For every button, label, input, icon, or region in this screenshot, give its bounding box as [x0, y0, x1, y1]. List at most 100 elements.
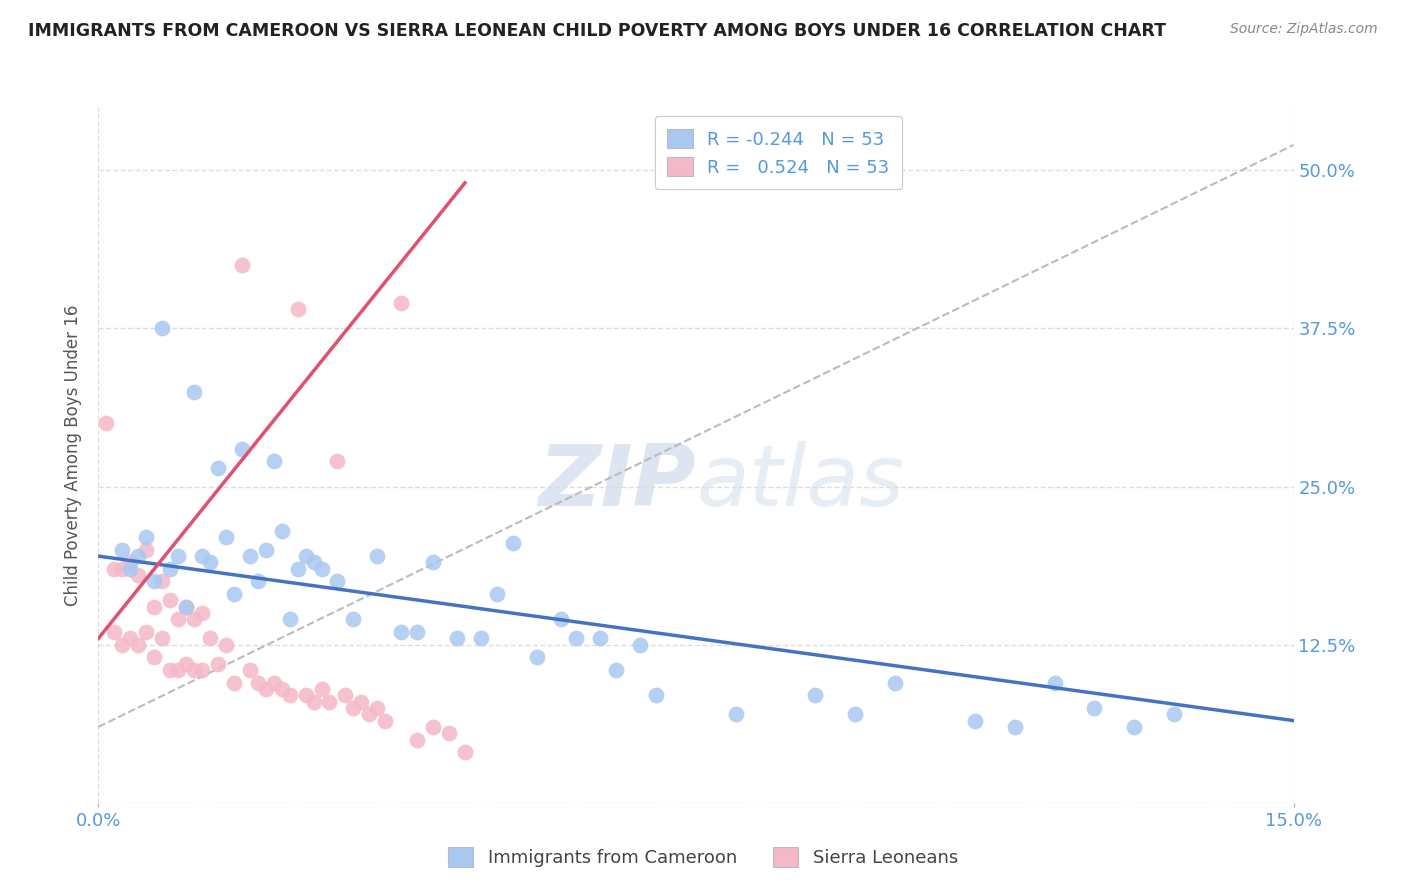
Text: ZIP: ZIP — [538, 442, 696, 524]
Point — [884, 675, 907, 690]
Point — [422, 556, 444, 570]
Point — [150, 632, 173, 646]
Text: atlas: atlas — [696, 442, 904, 524]
Point — [263, 454, 285, 468]
Point — [183, 663, 205, 677]
Point — [645, 688, 668, 702]
Point — [222, 675, 245, 690]
Point — [605, 663, 627, 677]
Point — [159, 593, 181, 607]
Point — [287, 562, 309, 576]
Text: Source: ZipAtlas.com: Source: ZipAtlas.com — [1230, 22, 1378, 37]
Point — [1083, 701, 1105, 715]
Point — [724, 707, 747, 722]
Point — [550, 612, 572, 626]
Point — [628, 638, 651, 652]
Point — [239, 549, 262, 563]
Point — [406, 625, 429, 640]
Point — [246, 574, 269, 589]
Point — [231, 442, 253, 456]
Point — [198, 632, 221, 646]
Point — [120, 556, 142, 570]
Point — [207, 657, 229, 671]
Point — [437, 726, 460, 740]
Point — [287, 302, 309, 317]
Point — [342, 701, 364, 715]
Point — [366, 549, 388, 563]
Point — [174, 599, 197, 614]
Point — [120, 562, 142, 576]
Point — [335, 688, 357, 702]
Point — [302, 695, 325, 709]
Point — [422, 720, 444, 734]
Point — [231, 258, 253, 272]
Point — [342, 612, 364, 626]
Legend: Immigrants from Cameroon, Sierra Leoneans: Immigrants from Cameroon, Sierra Leonean… — [440, 839, 966, 874]
Point — [167, 549, 190, 563]
Point — [1163, 707, 1185, 722]
Point — [246, 675, 269, 690]
Point — [183, 612, 205, 626]
Point — [135, 625, 157, 640]
Point — [127, 568, 149, 582]
Point — [103, 625, 125, 640]
Point — [111, 562, 134, 576]
Point — [278, 612, 301, 626]
Point — [215, 530, 238, 544]
Point — [135, 530, 157, 544]
Point — [167, 663, 190, 677]
Legend: R = -0.244   N = 53, R =   0.524   N = 53: R = -0.244 N = 53, R = 0.524 N = 53 — [655, 116, 903, 189]
Point — [470, 632, 492, 646]
Point — [254, 681, 277, 696]
Point — [222, 587, 245, 601]
Point — [311, 681, 333, 696]
Point — [215, 638, 238, 652]
Point — [1004, 720, 1026, 734]
Point — [326, 454, 349, 468]
Point — [318, 695, 340, 709]
Point — [270, 681, 292, 696]
Point — [111, 638, 134, 652]
Point — [143, 650, 166, 665]
Point — [159, 562, 181, 576]
Point — [207, 460, 229, 475]
Point — [143, 599, 166, 614]
Point — [239, 663, 262, 677]
Point — [159, 663, 181, 677]
Point — [198, 556, 221, 570]
Point — [120, 632, 142, 646]
Point — [167, 612, 190, 626]
Point — [96, 417, 118, 431]
Point — [174, 599, 197, 614]
Point — [406, 732, 429, 747]
Point — [374, 714, 396, 728]
Point — [1043, 675, 1066, 690]
Point — [263, 675, 285, 690]
Point — [294, 688, 316, 702]
Point — [191, 663, 214, 677]
Point — [270, 524, 292, 538]
Point — [485, 587, 508, 601]
Point — [127, 638, 149, 652]
Point — [963, 714, 986, 728]
Point — [103, 562, 125, 576]
Point — [526, 650, 548, 665]
Point — [389, 296, 412, 310]
Point — [111, 542, 134, 557]
Point — [278, 688, 301, 702]
Point — [350, 695, 373, 709]
Point — [191, 549, 214, 563]
Point — [454, 745, 477, 759]
Point — [150, 574, 173, 589]
Point — [446, 632, 468, 646]
Point — [174, 657, 197, 671]
Point — [191, 606, 214, 620]
Point — [135, 542, 157, 557]
Point — [359, 707, 381, 722]
Point — [565, 632, 588, 646]
Point — [183, 384, 205, 399]
Point — [311, 562, 333, 576]
Text: IMMIGRANTS FROM CAMEROON VS SIERRA LEONEAN CHILD POVERTY AMONG BOYS UNDER 16 COR: IMMIGRANTS FROM CAMEROON VS SIERRA LEONE… — [28, 22, 1166, 40]
Point — [143, 574, 166, 589]
Point — [366, 701, 388, 715]
